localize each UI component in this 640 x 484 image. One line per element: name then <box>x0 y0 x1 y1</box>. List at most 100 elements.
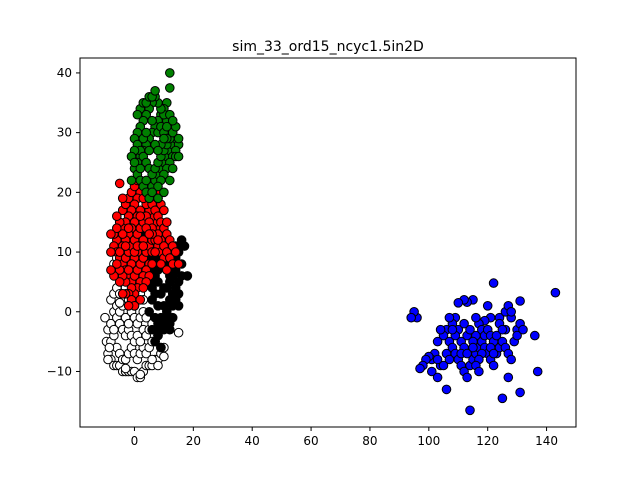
data-point-s4-p67 <box>465 405 475 416</box>
data-point-s2-p133 <box>150 247 160 257</box>
data-point-s1-p41 <box>150 289 160 299</box>
data-point-s3-p94 <box>147 115 157 126</box>
data-point-s4-p58 <box>506 354 517 365</box>
data-point-s4-p7 <box>488 278 499 288</box>
plot-frame <box>79 57 577 428</box>
data-point-s2-p101 <box>117 229 128 239</box>
data-point-s4-p95 <box>444 354 455 365</box>
data-point-s3-p87 <box>173 133 184 144</box>
data-point-s1-p24 <box>153 301 163 311</box>
data-point-s4-p32 <box>406 312 417 323</box>
data-point-s2-p115 <box>106 265 116 275</box>
data-point-s4-p79 <box>465 324 475 335</box>
data-point-s2-p117 <box>106 229 116 239</box>
data-point-s3-p84 <box>165 175 175 186</box>
data-point-s0-p85 <box>153 360 163 371</box>
data-point-s3-p99 <box>173 151 184 162</box>
data-point-s4-p9 <box>482 301 493 311</box>
data-point-s0-p93 <box>159 351 169 362</box>
data-point-s2-p134 <box>156 259 166 269</box>
data-point-s3-p85 <box>167 163 178 174</box>
data-point-s4-p62 <box>518 324 528 335</box>
chart-title: sim_33_ord15_ncyc1.5in2D <box>232 39 424 55</box>
data-point-s4-p19 <box>444 312 455 323</box>
data-point-s2-p105 <box>117 193 128 204</box>
data-point-s4-p43 <box>462 372 472 383</box>
data-point-s4-p97 <box>432 354 443 365</box>
x-tick-label-7: 140 <box>535 434 558 448</box>
x-tick-label-1: 20 <box>186 434 201 448</box>
data-point-s4-p60 <box>512 330 522 341</box>
data-point-s3-p91 <box>144 145 154 156</box>
x-tick-label-4: 80 <box>362 434 377 448</box>
data-point-s4-p84 <box>459 318 469 329</box>
x-tick-label-0: 0 <box>131 434 139 448</box>
data-point-s4-p64 <box>515 387 525 398</box>
data-point-s4-p68 <box>441 384 452 395</box>
data-point-s3-p80 <box>141 175 151 186</box>
data-point-s1-p27 <box>150 336 160 347</box>
data-point-s1-p26 <box>147 324 157 335</box>
points-layer <box>100 68 561 416</box>
data-point-s4-p89 <box>497 324 508 335</box>
x-tick-label-6: 120 <box>476 434 499 448</box>
data-point-s1-p25 <box>144 307 154 317</box>
data-point-s1-p49 <box>176 271 187 281</box>
data-point-s3-p79 <box>135 163 146 174</box>
data-point-s2-p120 <box>159 205 169 216</box>
y-axis: −10 0 10 20 30 40 <box>47 66 80 378</box>
data-point-s2-p121 <box>147 259 157 269</box>
data-point-s1-p62 <box>156 342 166 353</box>
y-tick-label-3: 20 <box>57 185 72 199</box>
data-point-s0-p91 <box>135 369 146 380</box>
data-point-s3-p81 <box>147 187 157 198</box>
data-point-s3-p95 <box>153 145 163 156</box>
data-point-s3-p88 <box>162 121 172 132</box>
data-point-s3-p70 <box>150 86 160 96</box>
data-point-s2-p127 <box>123 301 134 311</box>
data-point-s4-p33 <box>427 366 437 377</box>
data-point-s2-p124 <box>138 283 149 293</box>
data-point-s2-p116 <box>106 247 116 257</box>
data-point-s2-p128 <box>117 289 128 299</box>
data-point-s4-p100 <box>468 342 478 353</box>
y-tick-label-1: 0 <box>64 305 72 319</box>
data-point-s2-p135 <box>162 265 172 275</box>
data-point-s2-p68 <box>112 259 122 269</box>
data-point-s4-p1 <box>532 366 543 377</box>
data-point-s2-p131 <box>138 241 149 251</box>
data-point-s0-p89 <box>103 354 113 365</box>
data-point-s4-p87 <box>506 307 517 317</box>
data-point-s4-p23 <box>432 336 443 347</box>
data-point-s0-p88 <box>104 342 115 353</box>
data-point-s2-p103 <box>112 223 122 233</box>
data-point-s2-p90 <box>162 217 172 227</box>
data-point-s3-p83 <box>159 187 169 198</box>
data-point-s4-p34 <box>432 372 443 383</box>
data-point-s4-p0 <box>550 287 561 298</box>
data-point-s2-p137 <box>173 259 184 269</box>
data-point-s2-p125 <box>135 295 146 305</box>
data-point-s2-p93 <box>170 247 181 257</box>
data-point-s3-p64 <box>153 181 163 192</box>
x-axis: 0 20 40 60 80 100 120 140 <box>131 427 558 448</box>
data-point-s1-p31 <box>162 283 172 293</box>
data-point-s2-p0 <box>114 178 125 189</box>
data-point-s2-p110 <box>153 235 163 245</box>
data-point-s3-p98 <box>167 115 178 126</box>
data-point-s2-p132 <box>144 229 154 239</box>
data-point-s4-p96 <box>438 360 449 371</box>
data-point-s4-p83 <box>447 324 458 335</box>
data-point-s0-p95 <box>109 324 119 335</box>
data-point-s4-p22 <box>435 324 446 335</box>
x-tick-label-3: 60 <box>303 434 318 448</box>
data-point-s4-p75 <box>491 330 502 341</box>
data-point-s3-p1 <box>165 83 175 93</box>
data-point-s4-p16 <box>453 298 464 308</box>
data-point-s4-p99 <box>462 348 472 359</box>
x-tick-label-2: 40 <box>245 434 260 448</box>
y-tick-label-0: −10 <box>47 364 72 378</box>
data-point-s0-p87 <box>173 327 184 338</box>
